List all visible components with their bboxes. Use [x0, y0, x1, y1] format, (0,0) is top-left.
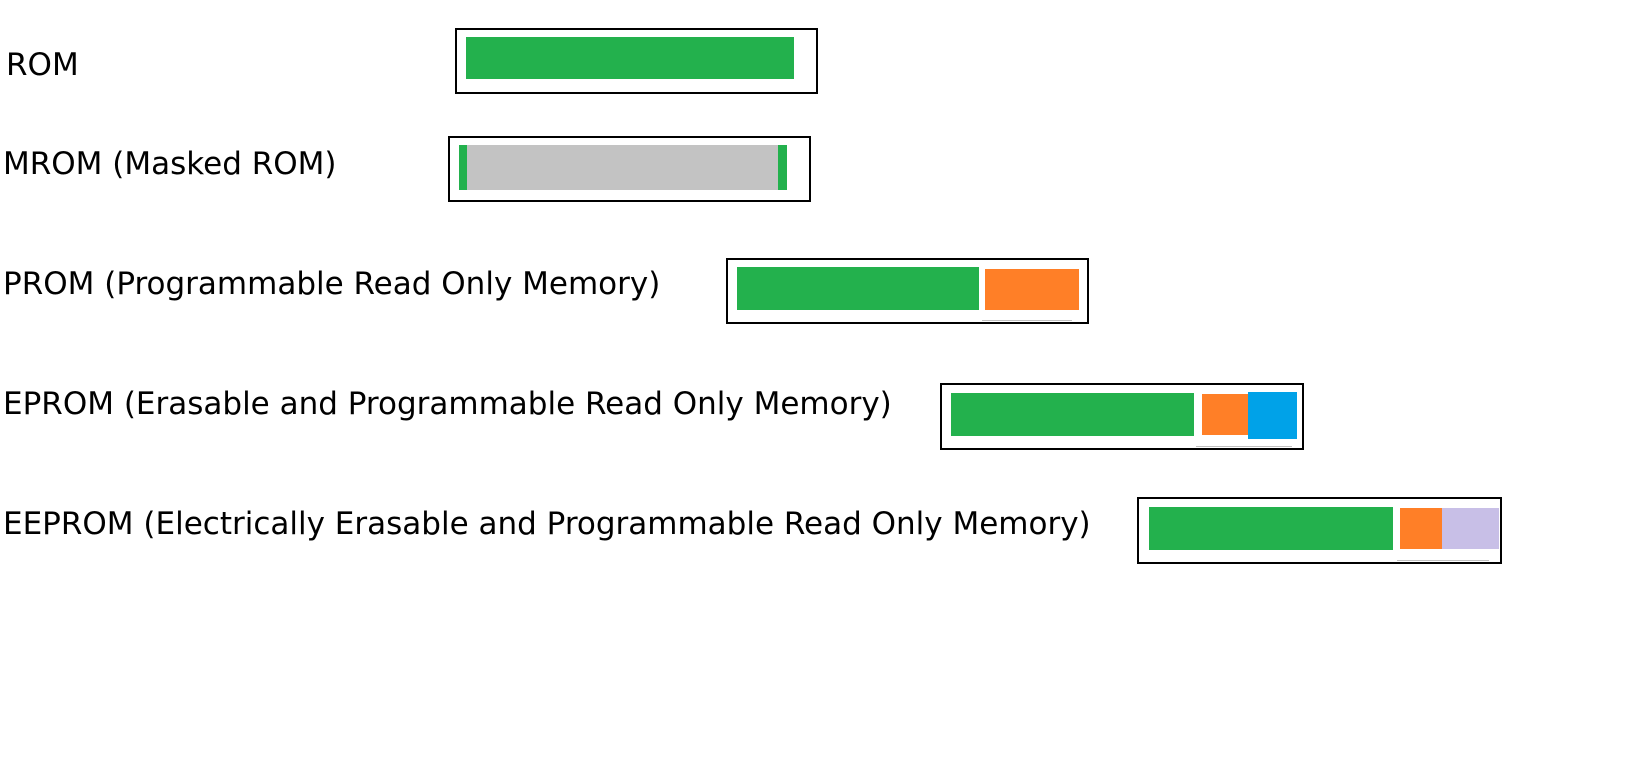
prom-label: PROM (Programmable Read Only Memory)	[3, 266, 661, 302]
eeprom-green-segment	[1149, 507, 1393, 550]
mrom-memory-bar	[448, 136, 811, 202]
eprom-blue-segment	[1248, 392, 1297, 439]
eprom-orange-segment	[1202, 394, 1252, 435]
mrom-gray-segment	[467, 145, 778, 190]
eeprom-label: EEPROM (Electrically Erasable and Progra…	[3, 506, 1091, 542]
eeprom-lavender-segment	[1442, 508, 1499, 549]
eeprom-orange-segment	[1400, 508, 1446, 549]
prom-green-segment	[737, 267, 979, 310]
rom-green-segment	[466, 37, 794, 79]
eeprom-memory-bar	[1137, 497, 1502, 564]
eprom-label: EPROM (Erasable and Programmable Read On…	[3, 386, 892, 422]
prom-underline	[982, 320, 1072, 321]
eprom-green-segment	[951, 393, 1194, 436]
eeprom-underline	[1397, 560, 1489, 561]
prom-orange-segment	[985, 269, 1079, 310]
eprom-underline	[1196, 446, 1292, 447]
mrom-label: MROM (Masked ROM)	[3, 146, 337, 182]
prom-memory-bar	[726, 258, 1089, 324]
rom-memory-bar	[455, 28, 818, 94]
eprom-memory-bar	[940, 383, 1304, 450]
rom-label: ROM	[6, 47, 79, 83]
